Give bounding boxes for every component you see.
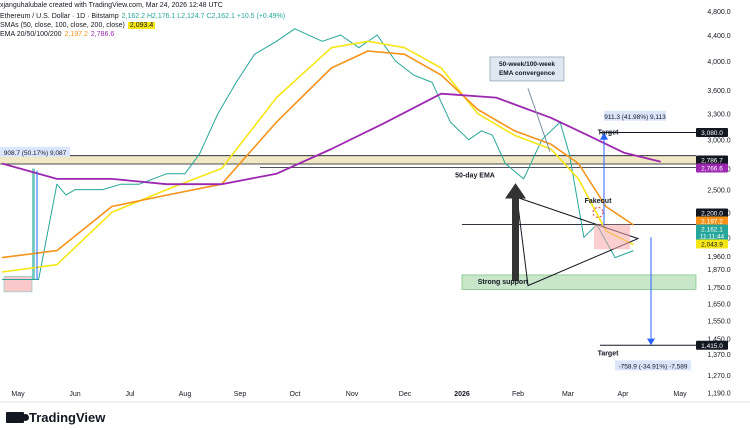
fakeout-annotation: Fakeout	[585, 198, 613, 205]
y-tick-label: 1,650.0	[707, 301, 730, 308]
y-tick-label: 4,400.0	[707, 33, 730, 40]
y-tick-label: 1,550.0	[707, 318, 730, 325]
ema-value-1: 2,197.2	[64, 31, 88, 38]
smas-value: 2,093.4	[127, 22, 156, 29]
symbol-name[interactable]: Ethereum / U.S. Dollar · 1D · Bitstamp	[0, 13, 119, 20]
price-tag-label: 2,197.2	[701, 219, 723, 226]
left-measure-bar	[32, 168, 35, 280]
x-tick-label: May	[673, 391, 687, 398]
price-tag-label: 3,080.0	[701, 130, 723, 137]
smas-label[interactable]: SMAs (50, close, 100, close, 200, close)	[0, 22, 125, 29]
x-tick-label: Apr	[618, 391, 630, 398]
tradingview-logo-icon	[6, 412, 29, 423]
ema-value-2: 2,786.6	[90, 31, 115, 38]
y-tick-label: 1,870.0	[707, 267, 730, 274]
measure-left-label-bg	[0, 146, 70, 157]
price-tag-label: 2,786.7	[701, 158, 723, 165]
consolidation-box	[594, 224, 630, 250]
x-tick-label: Mar	[562, 391, 575, 398]
fakeout-marker	[592, 206, 604, 218]
created-caption: xjanguhalubale created with TradingView.…	[0, 2, 223, 9]
measure-up-arrowhead	[600, 132, 608, 140]
x-tick-label: May	[11, 391, 25, 398]
smas-line: SMAs (50, close, 100, close, 200, close)…	[0, 21, 156, 30]
support-zone	[461, 274, 697, 290]
y-tick-label: 1,750.0	[707, 285, 730, 292]
measure-down-label: -758.9 (-34.91%) -7,589	[618, 363, 687, 370]
y-tick-label: 1,190.0	[707, 391, 730, 398]
price-tag	[696, 231, 728, 241]
x-tick-label: Dec	[399, 391, 412, 398]
x-tick-label: Feb	[512, 391, 524, 398]
x-tick-label: Oct	[290, 391, 301, 398]
price-tag	[696, 239, 728, 249]
y-tick-label: 1,270.0	[707, 373, 730, 380]
x-tick-label: Aug	[179, 391, 192, 398]
x-tick-label: Jul	[126, 391, 135, 398]
resistance-band	[0, 155, 696, 165]
price-tag	[696, 128, 728, 138]
x-tick-label: Jun	[69, 391, 80, 398]
measure-down-arrowhead	[647, 338, 655, 346]
measure-left-label: 908.7 (50.17%) 9,087	[4, 150, 67, 157]
price-tag	[696, 216, 728, 226]
price-tag	[696, 224, 728, 234]
impulse-arrow-shaft	[512, 198, 519, 281]
ema-label[interactable]: EMA 20/50/100/200	[0, 31, 62, 38]
x-tick-label: 2026	[454, 391, 470, 398]
measure-up-label: 911.3 (41.98%) 9,113	[604, 114, 666, 121]
y-tick-label: 1,370.0	[707, 352, 730, 359]
ema-line: EMA 20/50/100/200 2,197.2 2,786.6	[0, 30, 114, 39]
ema50-annotation: 50-day EMA	[455, 173, 495, 180]
price-tag-label: 2,200.0	[701, 211, 723, 218]
y-tick-label: 3,600.0	[707, 88, 730, 95]
triangle-pattern	[516, 196, 640, 287]
price-tag	[696, 155, 728, 165]
y-tick-label: 3,000.0	[707, 138, 730, 145]
measure-down-label-bg	[615, 360, 691, 371]
callout-line-2: EMA convergence	[499, 70, 555, 77]
target-down-annotation: Target	[598, 350, 620, 357]
callout-box	[489, 56, 565, 82]
price-tag	[696, 208, 728, 218]
price-tag	[696, 340, 728, 350]
price-tag-label: 11:11:44	[700, 234, 725, 241]
x-tick-label: Sep	[234, 391, 247, 398]
left-base-box	[3, 276, 33, 293]
impulse-arrow-head	[505, 183, 526, 199]
y-tick-label: 4,800.0	[707, 9, 730, 16]
ohlc-values: 2,162.2 H2,176.1 L2,124.7 C2,162.1 +10.5…	[121, 13, 286, 20]
y-tick-label: 4,000.0	[707, 59, 730, 66]
price-tag-label: 2,043.9	[701, 242, 723, 249]
price-tag-label: 1,415.0	[701, 343, 723, 350]
measure-up-label-bg	[604, 110, 666, 121]
symbol-line: Ethereum / U.S. Dollar · 1D · Bitstamp 2,…	[0, 12, 285, 21]
support-annotation: Strong support	[478, 279, 529, 286]
y-tick-label: 3,300.0	[707, 112, 730, 119]
y-tick-label: 1,450.0	[707, 337, 730, 344]
brand-label: TradingView	[29, 410, 106, 425]
callout-line-1: 50-week/100-week	[499, 61, 555, 68]
ema50-line	[1, 50, 634, 259]
x-tick-label: Nov	[346, 391, 359, 398]
price-tag	[696, 163, 728, 173]
tradingview-brand[interactable]: TradingView	[6, 410, 105, 425]
target-up-annotation: Target	[598, 130, 620, 137]
callout-pointer	[527, 88, 551, 153]
y-tick-label: 2,500.0	[707, 188, 730, 195]
price-tag-label: 2,766.6	[701, 166, 723, 173]
price-tag-label: 2,162.1	[701, 227, 723, 234]
y-tick-label: 1,960.0	[707, 254, 730, 261]
ema200-line	[1, 92, 662, 186]
